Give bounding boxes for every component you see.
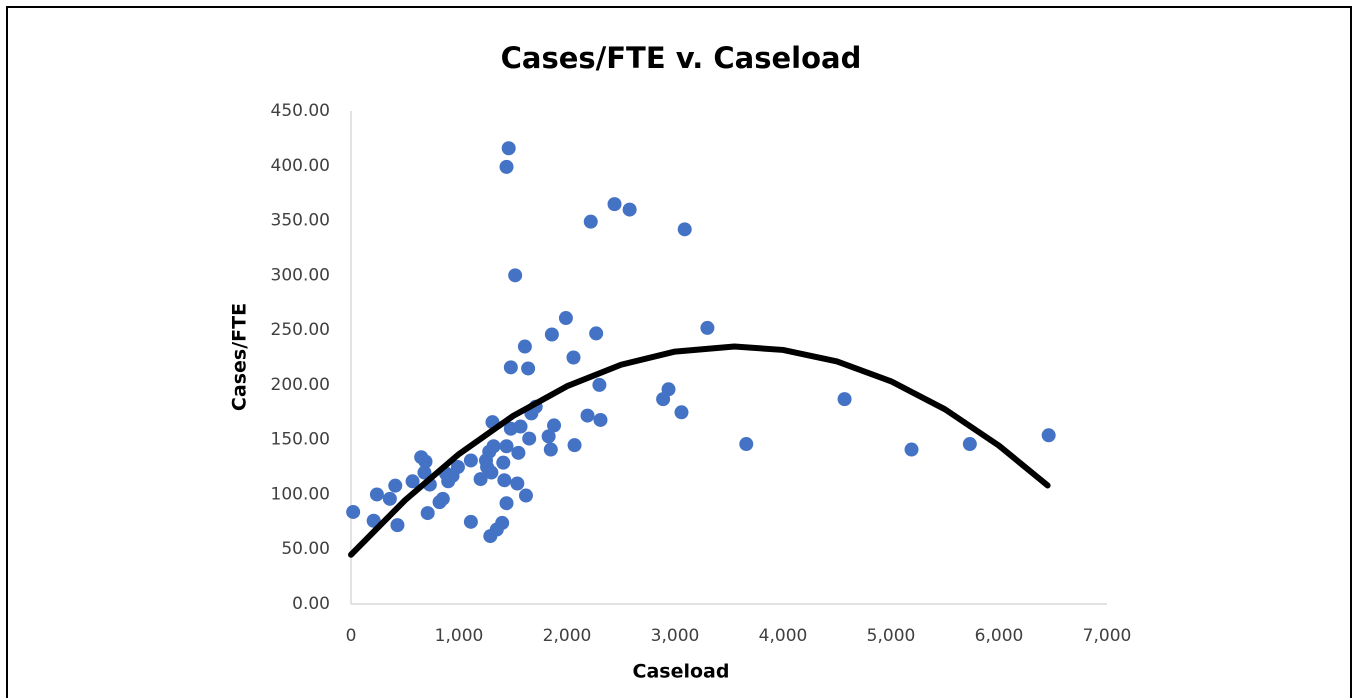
point — [558, 311, 573, 326]
point — [382, 491, 397, 506]
point — [499, 496, 514, 511]
point — [589, 326, 604, 341]
point — [592, 377, 607, 392]
point — [739, 437, 754, 452]
point — [496, 455, 511, 470]
y-tick-label: 100.00 — [271, 484, 330, 504]
x-tick-label: 0 — [346, 626, 357, 646]
y-tick-label: 350.00 — [271, 211, 330, 231]
point — [463, 514, 478, 529]
y-axis-title: Cases/FTE — [229, 303, 251, 411]
y-tick-label: 150.00 — [271, 430, 330, 450]
point — [674, 405, 689, 420]
point — [1041, 428, 1056, 443]
point — [499, 159, 514, 174]
y-tick-label: 450.00 — [271, 101, 330, 121]
point — [593, 412, 608, 427]
x-tick-label: 3,000 — [651, 626, 700, 646]
point — [521, 361, 536, 376]
point — [518, 488, 533, 503]
point — [904, 442, 919, 457]
point — [473, 472, 488, 487]
point — [513, 419, 528, 434]
point — [566, 350, 581, 365]
point — [580, 408, 595, 423]
point — [499, 439, 514, 454]
chart-title: Cases/FTE v. Caseload — [501, 41, 862, 75]
point — [463, 453, 478, 468]
x-tick-label: 7,000 — [1083, 626, 1132, 646]
point — [435, 491, 450, 506]
point — [607, 197, 622, 212]
y-tick-label: 250.00 — [271, 320, 330, 340]
point — [544, 327, 559, 342]
point — [418, 454, 433, 469]
y-tick-label: 50.00 — [281, 539, 330, 559]
point — [405, 474, 420, 489]
point — [388, 478, 403, 493]
point — [495, 515, 510, 530]
point — [700, 320, 715, 335]
point — [541, 429, 556, 444]
point — [420, 506, 435, 521]
x-tick-label: 2,000 — [543, 626, 592, 646]
point — [390, 518, 405, 533]
point — [369, 487, 384, 502]
point — [547, 418, 562, 433]
point — [503, 360, 518, 375]
point — [677, 222, 692, 237]
y-tick-label: 300.00 — [271, 265, 330, 285]
point — [583, 214, 598, 229]
point — [622, 202, 637, 217]
x-tick-label: 1,000 — [435, 626, 484, 646]
frame — [6, 6, 1352, 698]
point — [484, 465, 499, 480]
point — [346, 504, 361, 519]
point — [543, 442, 558, 457]
x-tick-label: 6,000 — [975, 626, 1024, 646]
point — [661, 382, 676, 397]
point — [837, 392, 852, 407]
point — [417, 465, 432, 480]
point — [517, 339, 532, 354]
trendline — [348, 343, 1051, 558]
x-tick-label: 5,000 — [867, 626, 916, 646]
x-tick-label: 4,000 — [759, 626, 808, 646]
y-tick-label: 400.00 — [271, 156, 330, 176]
point — [508, 268, 523, 283]
x-axis-title: Caseload — [633, 661, 730, 683]
point — [450, 460, 465, 475]
point — [497, 473, 512, 488]
point — [510, 476, 525, 491]
point — [522, 431, 537, 446]
point — [511, 445, 526, 460]
point — [486, 439, 501, 454]
y-tick-label: 200.00 — [271, 375, 330, 395]
point — [567, 438, 582, 453]
point — [501, 141, 516, 156]
y-tick-label: 0.00 — [292, 594, 330, 614]
point — [962, 437, 977, 452]
